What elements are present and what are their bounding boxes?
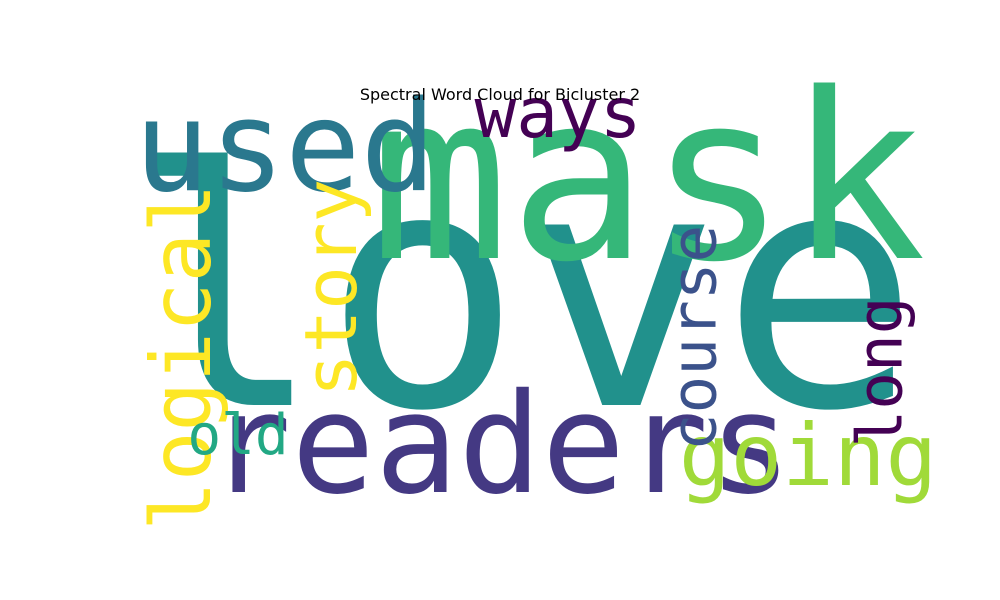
word-mask: mask <box>370 45 926 313</box>
word-going: going <box>679 406 937 506</box>
chart-title: Spectral Word Cloud for Bicluster 2 <box>359 85 641 104</box>
word-love: love <box>125 99 920 483</box>
word-course: course <box>658 225 731 451</box>
word-readers: readers <box>208 363 792 525</box>
word-long: long <box>844 297 917 448</box>
word-used: used <box>134 74 436 220</box>
word-old: old <box>187 403 288 468</box>
word-story: story <box>290 179 374 398</box>
word-ways: ways <box>475 74 642 154</box>
word-logical: logical <box>134 183 230 531</box>
